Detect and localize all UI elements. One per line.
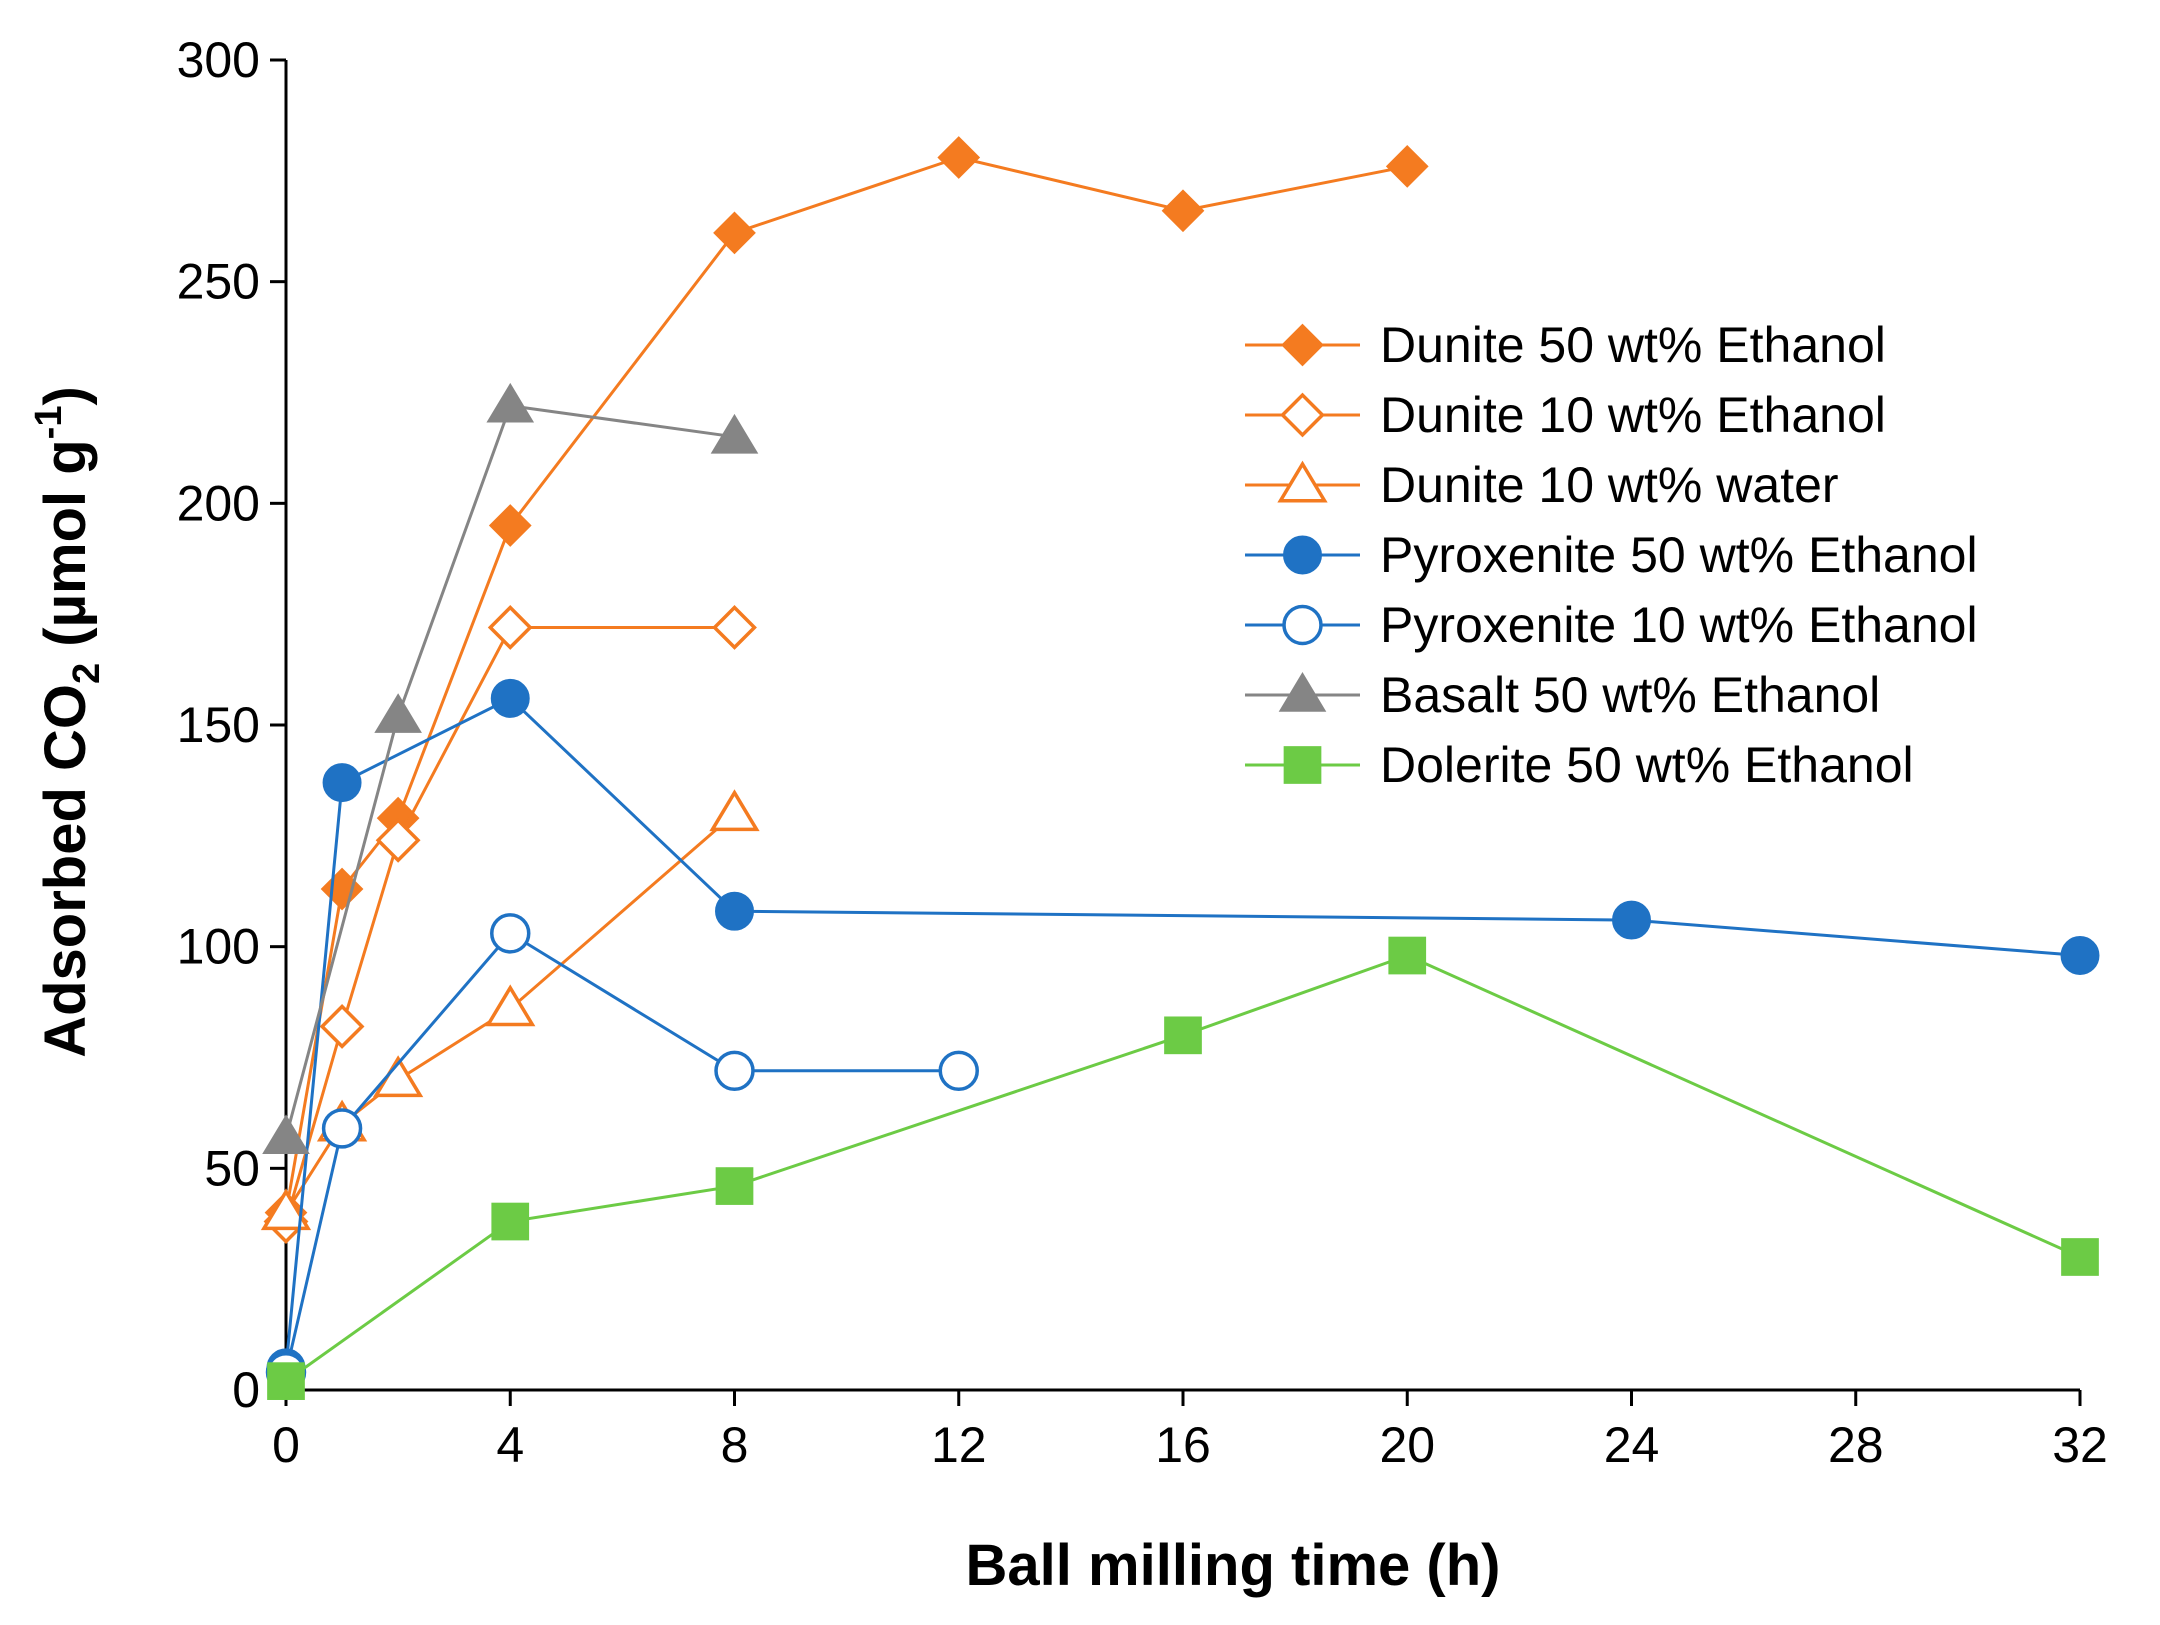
y-tick-label: 150 (177, 697, 260, 753)
y-tick-label: 300 (177, 32, 260, 88)
data-point-diamond (1281, 323, 1324, 367)
data-point-circle (1283, 535, 1322, 575)
data-point-diamond (488, 504, 532, 547)
data-point-square (1283, 746, 1322, 784)
data-point-square (267, 1362, 305, 1400)
data-point-circle (490, 913, 531, 954)
legend-item: Dunite 10 wt% Ethanol (1245, 387, 1886, 443)
data-point-triangle (1277, 460, 1328, 503)
data-point-diamond (1280, 392, 1325, 438)
y-tick-label: 250 (177, 254, 260, 310)
y-tick-label: 0 (232, 1362, 260, 1418)
series-line (284, 155, 1408, 1213)
x-tick-label: 4 (496, 1417, 524, 1473)
x-tick-label: 12 (931, 1417, 987, 1473)
x-tick-label: 16 (1155, 1417, 1211, 1473)
data-point-circle (715, 891, 754, 931)
data-point-diamond (487, 605, 533, 650)
data-point-diamond (712, 605, 757, 650)
data-point-triangle (485, 984, 536, 1027)
legend-label: Dolerite 50 wt% Ethanol (1380, 737, 1914, 793)
axes: 0 50 100 150 200 250 300 0 4 8 12 16 20 24 28 32 (177, 32, 2108, 1473)
x-tick-label: 0 (272, 1417, 300, 1473)
x-tick-label: 8 (721, 1417, 749, 1473)
data-point-diamond (1161, 189, 1205, 233)
series-line (284, 931, 959, 1373)
x-tick-label: 32 (2052, 1417, 2108, 1473)
data-point-circle (490, 678, 530, 718)
data-point-square (2061, 1238, 2099, 1276)
legend-label: Dunite 10 wt% Ethanol (1380, 387, 1886, 443)
series-line (284, 404, 735, 1138)
data-point-triangle (374, 693, 422, 733)
data-point-diamond (713, 211, 756, 255)
legend-label: Basalt 50 wt% Ethanol (1380, 667, 1880, 723)
series-5 (262, 382, 759, 1155)
data-point-triangle (709, 789, 760, 832)
legend-label: Pyroxenite 50 wt% Ethanol (1380, 527, 1978, 583)
data-point-diamond (319, 1004, 365, 1049)
legend-label: Dunite 50 wt% Ethanol (1380, 317, 1886, 373)
legend-item: Basalt 50 wt% Ethanol (1245, 667, 1880, 723)
data-point-triangle (1278, 672, 1327, 712)
data-point-circle (322, 763, 362, 803)
y-tick-label: 50 (204, 1140, 260, 1196)
data-point-diamond (375, 817, 421, 863)
data-point-square (1388, 936, 1427, 975)
legend-item: Dunite 50 wt% Ethanol (1245, 317, 1886, 373)
data-point-circle (1612, 900, 1651, 940)
series-layer (260, 136, 2100, 1400)
y-tick-label: 200 (177, 475, 260, 531)
data-point-circle (2060, 936, 2100, 976)
legend-item: Pyroxenite 10 wt% Ethanol (1245, 597, 1978, 653)
data-point-square (1164, 1016, 1202, 1055)
data-point-circle (321, 1108, 363, 1149)
x-axis-title: Ball milling time (h) (966, 1533, 1501, 1598)
x-tick-label: 24 (1604, 1417, 1660, 1473)
data-point-diamond (937, 136, 981, 179)
data-point-diamond (1385, 145, 1429, 188)
legend-label: Pyroxenite 10 wt% Ethanol (1380, 597, 1978, 653)
x-tick-label: 28 (1828, 1417, 1884, 1473)
legend-item: Pyroxenite 50 wt% Ethanol (1245, 527, 1978, 583)
legend-label: Dunite 10 wt% water (1380, 457, 1839, 513)
x-tick-label: 20 (1379, 1417, 1435, 1473)
legend-item: Dolerite 50 wt% Ethanol (1245, 737, 1914, 793)
legend-item: Dunite 10 wt% water (1245, 457, 1839, 513)
data-point-triangle (262, 1114, 310, 1155)
data-point-square (715, 1167, 754, 1205)
data-point-circle (938, 1050, 979, 1092)
series-0 (264, 136, 1429, 1235)
data-point-triangle (486, 382, 535, 423)
y-tick-label: 100 (177, 919, 260, 975)
legend: Dunite 50 wt% Ethanol Dunite 10 wt% Ethan… (1245, 317, 1978, 793)
series-line (284, 696, 2081, 1368)
data-point-circle (714, 1050, 755, 1092)
data-point-square (491, 1202, 530, 1241)
data-point-triangle (260, 1188, 312, 1231)
series-line (285, 953, 2081, 1383)
data-point-triangle (710, 413, 759, 454)
series-6 (267, 936, 2099, 1400)
data-point-circle (1282, 604, 1323, 646)
y-axis-title: Adsorbed CO2 (µmol g-1) (28, 386, 108, 1058)
